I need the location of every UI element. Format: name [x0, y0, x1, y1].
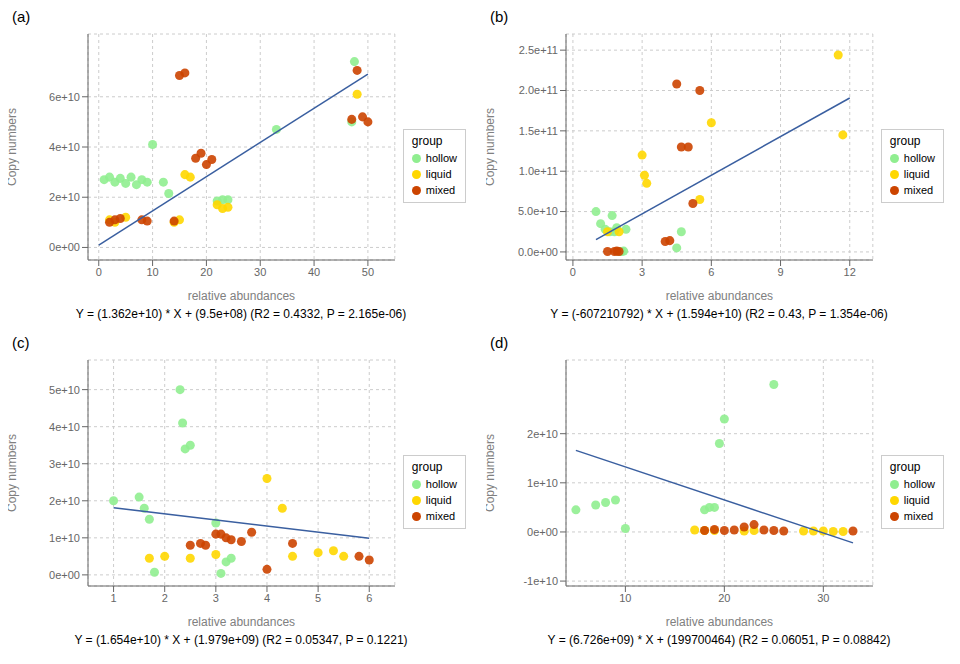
svg-text:1e+10: 1e+10: [527, 477, 558, 489]
svg-text:relative abundances: relative abundances: [666, 289, 773, 303]
svg-text:0e+00: 0e+00: [49, 241, 80, 253]
svg-text:Copy numbers: Copy numbers: [486, 108, 497, 186]
svg-text:2.0e+11: 2.0e+11: [519, 84, 558, 96]
html-text:liquid: liquid: [425, 168, 452, 180]
html-text:(c): (c): [12, 334, 30, 351]
html-text:mixed: mixed: [425, 184, 456, 196]
html-text:Y = (1.362e+10) * X + (9.5e+08: Y = (1.362e+10) * X + (9.5e+08) (R2 = 0.…: [75, 307, 407, 321]
svg-text:4e+10: 4e+10: [49, 141, 80, 153]
svg-text:10: 10: [146, 266, 158, 278]
svg-text:5e+10: 5e+10: [49, 384, 80, 396]
html-text:(b): (b): [490, 8, 509, 25]
svg-text:Copy numbers: Copy numbers: [8, 434, 19, 512]
svg-text:10: 10: [619, 592, 631, 604]
svg-text:4e+10: 4e+10: [49, 421, 80, 433]
svg-text:relative abundances: relative abundances: [188, 615, 295, 629]
html-text:mixed: mixed: [903, 510, 934, 522]
svg-text:2e+10: 2e+10: [49, 191, 80, 203]
svg-text:Copy numbers: Copy numbers: [8, 108, 19, 186]
html-text:hollow: hollow: [425, 478, 457, 490]
html-text:liquid: liquid: [903, 494, 930, 506]
svg-text:2e+10: 2e+10: [49, 495, 80, 507]
svg-text:2.5e+11: 2.5e+11: [519, 44, 558, 56]
html-text:hollow: hollow: [903, 152, 935, 164]
html-text:mixed: mixed: [425, 510, 456, 522]
svg-text:6e+10: 6e+10: [49, 91, 80, 103]
html-text:Y = (-607210792) * X + (1.594e: Y = (-607210792) * X + (1.594e+10) (R2 =…: [550, 307, 888, 321]
html-text:(d): (d): [490, 334, 509, 351]
svg-text:1: 1: [111, 592, 117, 604]
html-text:liquid: liquid: [903, 168, 930, 180]
svg-text:1e+10: 1e+10: [49, 532, 80, 544]
svg-text:0e+00: 0e+00: [527, 526, 558, 538]
svg-text:3: 3: [639, 266, 645, 278]
svg-text:0e+00: 0e+00: [49, 569, 80, 581]
html-text:(a): (a): [12, 8, 31, 25]
svg-text:0: 0: [570, 266, 576, 278]
html-text:group: group: [411, 134, 443, 148]
svg-text:2e+10: 2e+10: [527, 428, 558, 440]
svg-text:relative abundances: relative abundances: [188, 289, 295, 303]
svg-text:20: 20: [718, 592, 730, 604]
svg-text:Copy numbers: Copy numbers: [486, 434, 497, 512]
html-text:liquid: liquid: [425, 494, 452, 506]
html-text:group: group: [411, 460, 443, 474]
html-text:hollow: hollow: [425, 152, 457, 164]
svg-text:6: 6: [708, 266, 714, 278]
svg-text:3e+10: 3e+10: [49, 458, 80, 470]
html-text:mixed: mixed: [903, 184, 934, 196]
html-text:group: group: [889, 134, 921, 148]
svg-text:20: 20: [200, 266, 212, 278]
svg-text:0.0e+00: 0.0e+00: [518, 246, 558, 258]
svg-text:2: 2: [162, 592, 168, 604]
svg-text:6: 6: [366, 592, 372, 604]
svg-text:1.5e+11: 1.5e+11: [519, 125, 558, 137]
svg-text:30: 30: [817, 592, 829, 604]
svg-text:-1e+10: -1e+10: [523, 575, 558, 587]
html-text:group: group: [889, 460, 921, 474]
svg-text:0: 0: [96, 266, 102, 278]
svg-text:relative abundances: relative abundances: [666, 615, 773, 629]
svg-text:30: 30: [254, 266, 266, 278]
html-text:Y = (6.726e+09) * X + (1997004: Y = (6.726e+09) * X + (199700464) (R2 = …: [547, 633, 891, 647]
svg-text:5.0e+10: 5.0e+10: [518, 205, 558, 217]
svg-text:40: 40: [308, 266, 320, 278]
svg-text:12: 12: [844, 266, 856, 278]
svg-text:9: 9: [777, 266, 783, 278]
svg-text:1.0e+11: 1.0e+11: [519, 165, 558, 177]
html-text:hollow: hollow: [903, 478, 935, 490]
svg-text:4: 4: [264, 592, 270, 604]
svg-text:5: 5: [315, 592, 321, 604]
html-text:Y = (1.654e+10) * X + (1.979e+: Y = (1.654e+10) * X + (1.979e+09) (R2 = …: [74, 633, 408, 647]
svg-text:3: 3: [213, 592, 219, 604]
svg-text:50: 50: [362, 266, 374, 278]
